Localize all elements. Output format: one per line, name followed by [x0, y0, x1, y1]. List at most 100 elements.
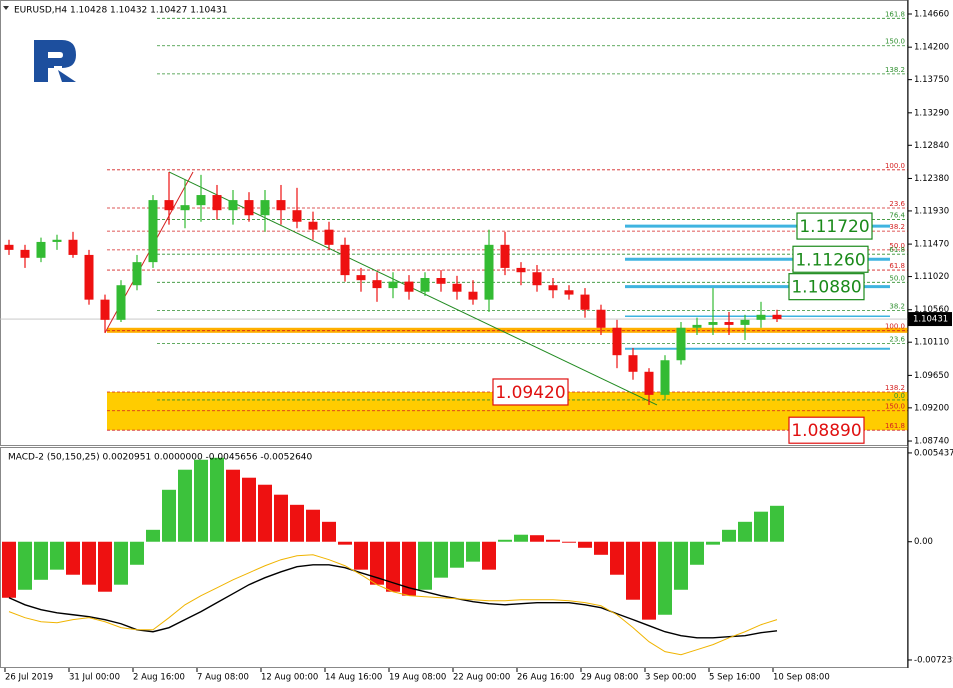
candle-body — [324, 229, 334, 245]
y-tick-label: 1.14200 — [914, 43, 949, 53]
candle-body — [4, 244, 14, 250]
price-box-label: 1.09420 — [495, 383, 565, 403]
price-box-label: 1.11720 — [799, 217, 869, 237]
macd-histogram-bar — [146, 529, 160, 542]
candle-body — [644, 371, 654, 395]
macd-histogram-bar — [466, 541, 480, 562]
fib-label: 38.2 — [889, 302, 905, 310]
y-tick-label: 1.14660 — [914, 9, 949, 19]
candle-body — [132, 262, 142, 286]
macd-histogram-bar — [98, 541, 112, 592]
candle-body — [36, 241, 46, 258]
candle-body — [532, 272, 542, 286]
candle-body — [612, 327, 622, 356]
macd-histogram-bar — [482, 541, 496, 570]
macd-histogram-bar — [114, 541, 128, 585]
macd-histogram-bar — [674, 541, 688, 590]
logo-shape — [34, 40, 76, 82]
macd-histogram-bar — [226, 469, 240, 542]
candle-body — [84, 254, 94, 300]
price-box — [492, 378, 569, 406]
candle-body — [404, 281, 414, 292]
macd-histogram-bar — [34, 541, 48, 580]
candle-body — [708, 322, 718, 325]
macd-histogram-bar — [210, 457, 224, 542]
candle-body — [52, 239, 62, 242]
fib-label: 76.4 — [889, 212, 905, 220]
fib-label: 38.2 — [889, 223, 905, 231]
fib-label: 138.2 — [885, 384, 905, 392]
candle-body — [164, 200, 174, 211]
macd-histogram-bar — [306, 509, 320, 542]
candle-body — [20, 249, 30, 258]
x-tick-label: 26 Aug 16:00 — [517, 673, 574, 683]
y-tick-label: 1.11930 — [914, 206, 949, 216]
fib-label: 161.8 — [885, 422, 905, 430]
chart-header: EURUSD,H4 1.10428 1.10432 1.10427 1.1043… — [14, 6, 227, 16]
candle-body — [244, 200, 254, 216]
y-tick-label: 1.12380 — [914, 174, 949, 184]
candle-body — [372, 280, 382, 289]
candle-body — [596, 309, 606, 328]
candle-body — [180, 205, 190, 211]
macd-histogram-bar — [594, 541, 608, 555]
x-tick-label: 22 Aug 00:00 — [453, 673, 510, 683]
y-tick-label: 1.11470 — [914, 240, 949, 250]
candle-body — [580, 294, 590, 310]
macd-histogram-bar — [530, 535, 544, 542]
macd-histogram-bar — [162, 489, 176, 542]
x-tick-label: 14 Aug 16:00 — [325, 673, 382, 683]
x-tick-label: 26 Jul 2019 — [5, 673, 53, 683]
current-price-label: 1.10431 — [913, 315, 948, 325]
macd-line — [8, 554, 778, 656]
fib-label: 50.0 — [889, 242, 905, 250]
candle-body — [772, 314, 782, 320]
candle-body — [260, 200, 270, 216]
candle-body — [356, 275, 366, 281]
candle-body — [100, 299, 110, 320]
y-tick-label: 0.00 — [914, 537, 933, 547]
macd-histogram-bar — [370, 541, 384, 585]
macd-histogram-bar — [130, 541, 144, 565]
x-tick-label: 10 Sep 08:00 — [773, 673, 830, 683]
macd-histogram-bar — [706, 541, 720, 545]
candle-body — [500, 244, 510, 268]
fib-label: 61.8 — [889, 246, 905, 254]
macd-histogram-bar — [242, 477, 256, 542]
macd-histogram-bar — [50, 541, 64, 570]
logo-leg — [58, 70, 76, 82]
fib-label: 50.0 — [889, 274, 905, 282]
macd-histogram-bar — [770, 505, 784, 542]
fib-label: 23.6 — [889, 200, 905, 208]
current-price-box — [908, 312, 952, 327]
candle-body — [484, 244, 494, 300]
macd-histogram-bar — [450, 541, 464, 568]
macd-histogram-bar — [178, 469, 192, 542]
fib-label: 161.8 — [885, 10, 905, 18]
y-tick-label: 1.08740 — [914, 437, 949, 447]
x-tick-label: 7 Aug 08:00 — [197, 673, 249, 683]
y-tick-label: 1.10110 — [914, 338, 949, 348]
candle-body — [516, 267, 526, 273]
macd-histogram-bar — [754, 511, 768, 542]
macd-histogram-bar — [690, 541, 704, 565]
symbol-icon — [3, 6, 9, 10]
candle-body — [228, 200, 238, 211]
fib-label: 61.8 — [889, 262, 905, 270]
x-tick-label: 31 Jul 00:00 — [69, 673, 120, 683]
candle-body — [276, 200, 286, 211]
macd-histogram-bar — [354, 541, 368, 570]
fib-label: 23.6 — [889, 336, 905, 344]
fib-label: 150.0 — [885, 38, 905, 46]
macd-histogram-bar — [2, 541, 16, 598]
macd-histogram-bar — [274, 494, 288, 542]
fib-label: 138.2 — [885, 66, 905, 74]
candle-body — [196, 195, 206, 206]
candle-body — [340, 244, 350, 276]
x-tick-label: 5 Sep 16:00 — [709, 673, 760, 683]
macd-histogram-bar — [386, 541, 400, 592]
candle-body — [308, 221, 318, 230]
macd-histogram-bar — [82, 541, 96, 585]
